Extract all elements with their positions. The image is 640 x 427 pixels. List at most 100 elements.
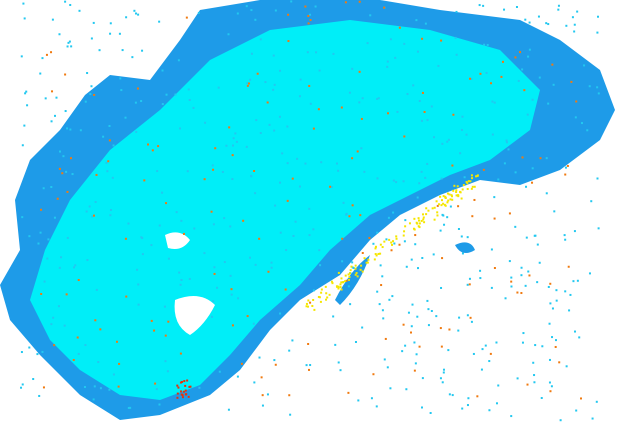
light-echo-speckle bbox=[309, 364, 312, 367]
light-echo-speckle bbox=[460, 235, 463, 238]
light-echo-speckle bbox=[88, 205, 91, 208]
intense-echo-speckle bbox=[418, 345, 421, 348]
strong-echo-speckle bbox=[347, 273, 350, 276]
strong-echo-speckle bbox=[420, 219, 423, 222]
strong-echo-speckle bbox=[318, 296, 321, 299]
light-echo-speckle bbox=[515, 5, 518, 8]
intense-echo-speckle bbox=[266, 101, 269, 104]
strong-echo-speckle bbox=[388, 238, 391, 241]
intense-echo-speckle bbox=[95, 173, 98, 176]
light-echo-speckle bbox=[163, 305, 166, 308]
light-echo-speckle bbox=[85, 210, 88, 213]
light-echo-speckle bbox=[484, 344, 487, 347]
light-echo-speckle bbox=[164, 360, 167, 363]
light-echo-speckle bbox=[254, 18, 257, 21]
light-echo-speckle bbox=[401, 350, 404, 353]
light-echo-speckle bbox=[490, 286, 493, 289]
light-echo-speckle bbox=[596, 31, 599, 34]
intense-echo-speckle bbox=[228, 126, 231, 129]
intense-echo-speckle bbox=[210, 210, 213, 213]
strong-echo-speckle bbox=[436, 214, 439, 217]
light-echo-speckle bbox=[223, 261, 226, 264]
strong-echo-speckle bbox=[373, 258, 376, 261]
strong-echo-speckle bbox=[413, 228, 416, 231]
intense-echo-speckle bbox=[118, 362, 121, 365]
light-echo-speckle bbox=[479, 269, 482, 272]
light-echo-speckle bbox=[514, 225, 517, 228]
light-echo-speckle bbox=[559, 419, 562, 422]
light-echo-speckle bbox=[415, 19, 418, 22]
light-echo-speckle bbox=[296, 157, 299, 160]
light-echo-speckle bbox=[246, 82, 249, 85]
light-echo-speckle bbox=[396, 110, 399, 113]
light-echo-speckle bbox=[554, 339, 557, 342]
light-echo-speckle bbox=[483, 43, 486, 46]
light-echo-speckle bbox=[457, 227, 460, 230]
strong-echo-speckle bbox=[337, 271, 340, 274]
light-echo-speckle bbox=[451, 394, 454, 397]
intense-echo-speckle bbox=[65, 293, 68, 296]
light-echo-speckle bbox=[39, 231, 42, 234]
light-echo-speckle bbox=[105, 161, 108, 164]
light-echo-speckle bbox=[279, 69, 282, 72]
light-echo-speckle bbox=[447, 138, 450, 141]
light-echo-speckle bbox=[204, 121, 207, 124]
light-echo-speckle bbox=[545, 22, 548, 25]
light-echo-speckle bbox=[58, 33, 61, 36]
strong-echo-speckle bbox=[354, 273, 357, 276]
light-echo-speckle bbox=[158, 224, 161, 227]
light-echo-speckle bbox=[66, 236, 69, 239]
strong-echo-speckle bbox=[446, 192, 449, 195]
light-echo-speckle bbox=[252, 322, 255, 325]
light-echo-speckle bbox=[520, 274, 523, 277]
intense-echo-speckle bbox=[372, 373, 375, 376]
light-echo-speckle bbox=[575, 409, 578, 412]
light-echo-speckle bbox=[447, 349, 450, 352]
light-echo-speckle bbox=[165, 93, 168, 96]
intense-echo-speckle bbox=[520, 292, 523, 295]
strong-echo-speckle bbox=[436, 211, 439, 214]
light-echo-speckle bbox=[150, 244, 153, 247]
strong-echo-speckle bbox=[437, 203, 440, 206]
light-echo-speckle bbox=[63, 324, 66, 327]
light-echo-speckle bbox=[427, 324, 430, 327]
intense-echo-speckle bbox=[53, 344, 56, 347]
light-echo-speckle bbox=[118, 32, 121, 35]
intense-echo-speckle bbox=[182, 232, 185, 235]
intense-echo-speckle bbox=[50, 51, 53, 54]
precipitation-area bbox=[0, 0, 615, 420]
light-echo-speckle bbox=[50, 323, 53, 326]
intense-echo-speckle bbox=[551, 63, 554, 66]
clear-gap-2 bbox=[174, 296, 215, 335]
intense-echo-speckle bbox=[329, 185, 332, 188]
light-echo-speckle bbox=[38, 394, 41, 397]
outlier-cell-south bbox=[335, 255, 370, 305]
light-echo-speckle bbox=[315, 51, 318, 54]
light-echo-speckle bbox=[37, 242, 40, 245]
intense-echo-speckle bbox=[230, 288, 233, 291]
light-echo-speckle bbox=[254, 192, 257, 195]
light-echo-speckle bbox=[490, 248, 493, 251]
severe-echo-speckle bbox=[189, 385, 192, 388]
light-echo-speckle bbox=[480, 368, 483, 371]
light-echo-speckle bbox=[549, 302, 552, 305]
light-echo-speckle bbox=[192, 106, 195, 109]
intense-echo-speckle bbox=[469, 316, 472, 319]
intense-echo-speckle bbox=[439, 327, 442, 330]
light-echo-speckle bbox=[405, 388, 408, 391]
strong-echo-speckle bbox=[390, 243, 393, 246]
light-echo-speckle bbox=[514, 171, 517, 174]
light-echo-speckle bbox=[231, 178, 234, 181]
light-echo-speckle bbox=[106, 170, 109, 173]
strong-echo-speckle bbox=[413, 217, 416, 220]
light-echo-speckle bbox=[254, 263, 257, 266]
strong-echo-speckle bbox=[453, 184, 456, 187]
light-echo-speckle bbox=[245, 5, 248, 8]
light-echo-speckle bbox=[463, 176, 466, 179]
intense-echo-speckle bbox=[124, 237, 127, 240]
light-echo-speckle bbox=[250, 9, 253, 12]
light-echo-speckle bbox=[381, 309, 384, 312]
strong-echo-speckle bbox=[341, 281, 344, 284]
light-echo-speckle bbox=[486, 43, 489, 46]
strong-echo-speckle bbox=[460, 197, 463, 200]
